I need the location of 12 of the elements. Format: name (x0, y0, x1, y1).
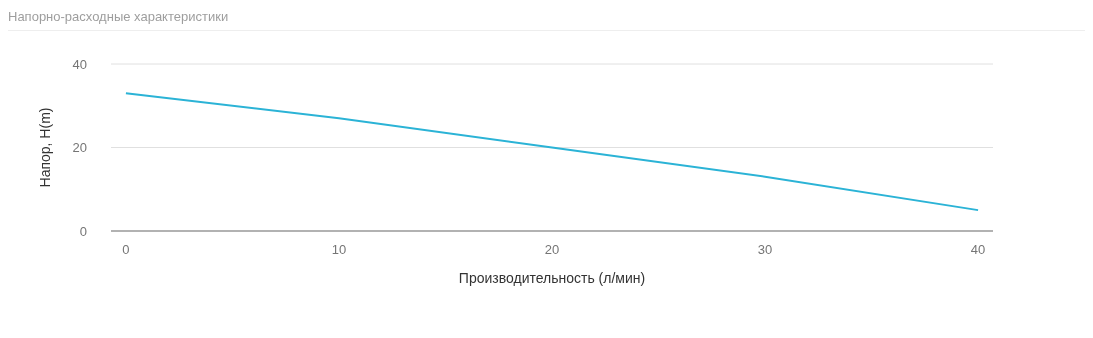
chart-title: Напорно-расходные характеристики (8, 8, 1085, 31)
y-tick-label: 20 (72, 140, 87, 156)
y-axis-title: Напор, H(m) (36, 107, 53, 188)
x-axis-title: Производительность (л/мин) (458, 270, 646, 286)
x-tick-label: 30 (757, 242, 773, 258)
x-tick-label: 40 (970, 242, 986, 258)
x-tick-label: 10 (331, 242, 347, 258)
x-tick-label: 20 (544, 242, 560, 258)
y-tick-label: 0 (79, 223, 87, 239)
x-tick-label: 0 (122, 242, 130, 258)
line-series (124, 92, 980, 212)
y-tick-label: 40 (72, 56, 87, 72)
